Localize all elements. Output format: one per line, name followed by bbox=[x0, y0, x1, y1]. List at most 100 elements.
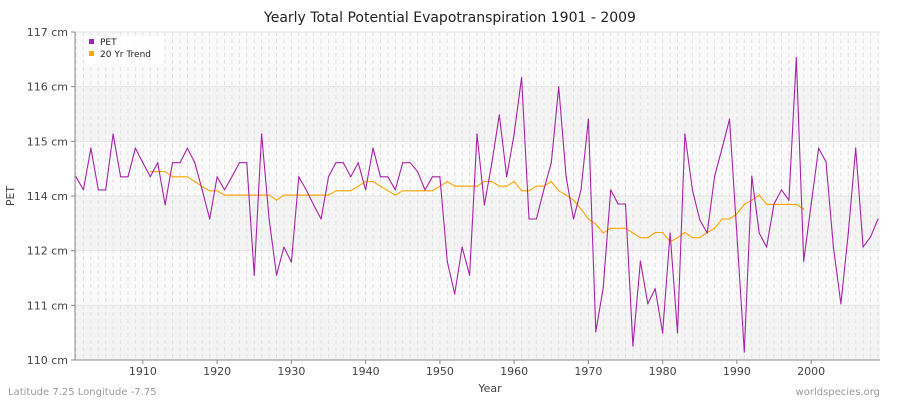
x-tick-label: 1920 bbox=[203, 365, 231, 378]
pet-data-point bbox=[223, 189, 226, 191]
trend-data-point bbox=[788, 203, 790, 206]
trend-data-point bbox=[209, 190, 211, 192]
trend-data-point bbox=[498, 185, 500, 187]
pet-data-point bbox=[706, 232, 708, 234]
trend-data-point bbox=[632, 232, 634, 234]
pet-data-point bbox=[97, 189, 99, 191]
trend-data-point bbox=[313, 194, 315, 196]
trend-data-point bbox=[194, 180, 196, 183]
trend-data-point bbox=[231, 194, 233, 196]
trend-data-point bbox=[543, 185, 545, 187]
trend-data-point bbox=[728, 218, 731, 220]
pet-data-point bbox=[342, 162, 344, 164]
pet-data-point bbox=[654, 288, 656, 290]
trend-data-point bbox=[402, 190, 404, 192]
trend-data-point bbox=[275, 199, 278, 201]
pet-data-point bbox=[179, 162, 181, 164]
trend-data-point bbox=[520, 190, 523, 192]
trend-data-point bbox=[691, 237, 693, 239]
pet-data-point bbox=[520, 76, 523, 79]
pet-data-point bbox=[82, 189, 85, 191]
trend-data-point bbox=[335, 190, 337, 192]
y-axis-label: PET bbox=[4, 186, 17, 207]
trend-data-point bbox=[261, 194, 263, 196]
trend-data-point bbox=[253, 194, 255, 196]
trend-data-point bbox=[416, 190, 419, 192]
pet-data-point bbox=[283, 246, 285, 248]
trend-data-point bbox=[676, 237, 679, 239]
pet-data-point bbox=[699, 219, 701, 221]
footer-source: worldspecies.org bbox=[796, 387, 880, 398]
pet-data-point bbox=[335, 162, 337, 164]
pet-data-point bbox=[149, 176, 151, 178]
pet-data-point bbox=[238, 162, 240, 164]
pet-data-point bbox=[379, 176, 382, 178]
pet-data-point bbox=[728, 118, 731, 120]
pet-data-point bbox=[127, 176, 129, 178]
pet-data-point bbox=[647, 303, 649, 305]
legend-label-trend: 20 Yr Trend bbox=[100, 50, 151, 60]
pet-data-point bbox=[535, 218, 538, 220]
pet-data-point bbox=[788, 199, 790, 201]
pet-data-point bbox=[164, 204, 166, 206]
trend-data-point bbox=[454, 185, 456, 187]
pet-data-point bbox=[491, 162, 493, 164]
pet-data-point bbox=[847, 232, 849, 234]
pet-data-point bbox=[394, 189, 396, 191]
trend-data-point bbox=[654, 231, 656, 234]
trend-data-point bbox=[736, 213, 738, 215]
pet-data-point bbox=[431, 176, 434, 178]
y-tick-label: 114 cm bbox=[27, 190, 68, 203]
pet-data-point bbox=[840, 303, 842, 305]
trend-data-point bbox=[780, 203, 783, 206]
pet-data-point bbox=[201, 189, 203, 191]
pet-data-point bbox=[105, 189, 107, 191]
x-tick-label: 2000 bbox=[797, 365, 825, 378]
pet-data-point bbox=[134, 147, 137, 149]
trend-data-point bbox=[610, 227, 612, 229]
trend-data-point bbox=[350, 190, 352, 192]
pet-data-point bbox=[691, 189, 693, 191]
trend-data-point bbox=[684, 231, 686, 234]
trend-data-point bbox=[721, 218, 723, 220]
trend-data-point bbox=[179, 176, 181, 178]
pet-data-point bbox=[209, 218, 211, 220]
trend-data-point bbox=[379, 185, 382, 187]
trend-data-point bbox=[662, 231, 664, 234]
trend-data-point bbox=[164, 171, 166, 173]
pet-data-point bbox=[446, 261, 448, 263]
trend-data-point bbox=[580, 208, 582, 210]
pet-data-point bbox=[416, 171, 419, 173]
legend: PET 20 Yr Trend bbox=[84, 36, 164, 64]
pet-data-point bbox=[780, 189, 783, 191]
y-tick-label: 110 cm bbox=[27, 354, 68, 367]
pet-data-point bbox=[632, 345, 634, 347]
trend-data-point bbox=[491, 180, 493, 183]
pet-data-point bbox=[483, 204, 486, 206]
trend-data-point bbox=[476, 185, 478, 187]
trend-data-point bbox=[595, 223, 597, 225]
pet-data-point bbox=[350, 176, 352, 178]
y-tick-label: 117 cm bbox=[27, 26, 68, 39]
pet-data-point bbox=[387, 176, 389, 178]
pet-data-point bbox=[157, 162, 159, 164]
trend-data-point bbox=[327, 194, 330, 196]
x-tick-label: 1910 bbox=[129, 365, 157, 378]
trend-data-point bbox=[357, 185, 359, 187]
y-tick-label: 115 cm bbox=[27, 135, 68, 148]
trend-data-point bbox=[699, 237, 701, 239]
trend-data-point bbox=[372, 180, 374, 183]
pet-data-point bbox=[817, 147, 820, 149]
trend-data-point bbox=[751, 199, 753, 201]
trend-data-point bbox=[714, 227, 716, 229]
trend-data-point bbox=[186, 176, 188, 178]
trend-data-point bbox=[528, 190, 530, 192]
pet-data-point bbox=[261, 133, 263, 135]
pet-data-point bbox=[773, 203, 775, 205]
trend-data-point bbox=[639, 237, 641, 239]
pet-data-point bbox=[476, 133, 478, 135]
pet-data-point bbox=[543, 189, 545, 191]
trend-data-point bbox=[365, 180, 367, 183]
pet-data-point bbox=[194, 162, 196, 164]
